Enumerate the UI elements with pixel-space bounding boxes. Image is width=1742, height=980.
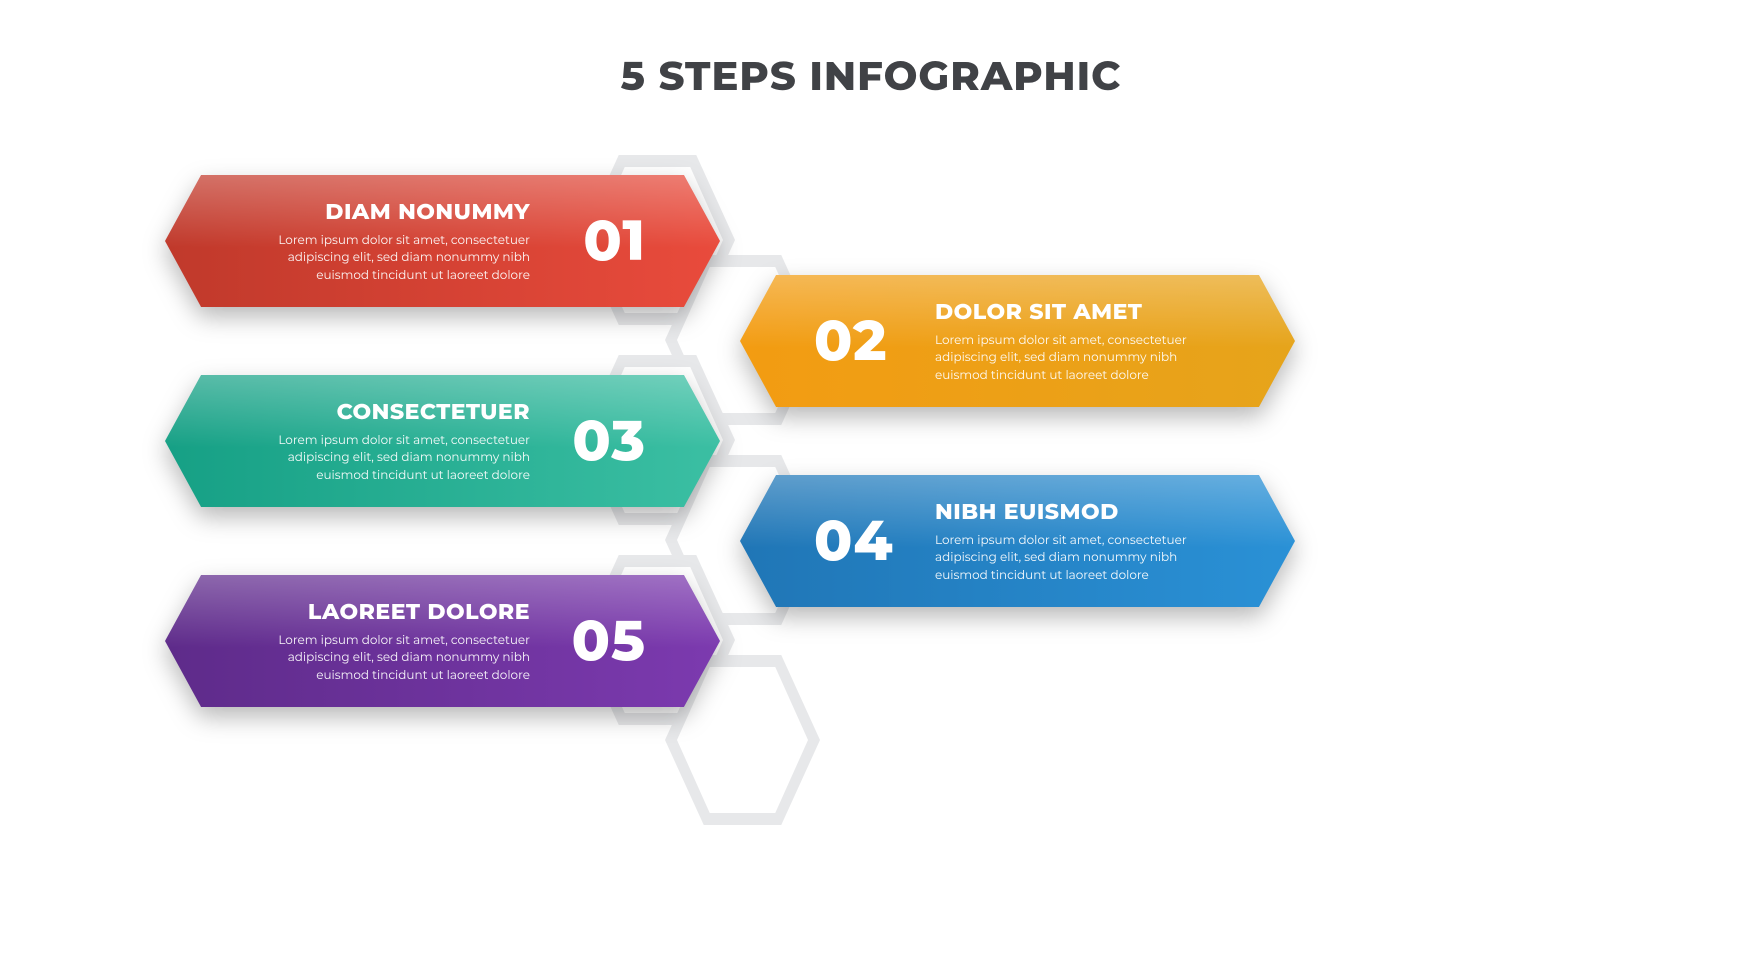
step-heading: CONSECTETUER [337,398,530,425]
step-01: DIAM NONUMMY Lorem ipsum dolor sit amet,… [165,175,720,307]
step-textbox: NIBH EUISMOD Lorem ipsum dolor sit amet,… [935,475,1225,607]
page-title: 5 STEPS INFOGRAPHIC [0,52,1742,101]
step-textbox: DOLOR SIT AMET Lorem ipsum dolor sit ame… [935,275,1225,407]
step-heading: DIAM NONUMMY [325,198,530,225]
step-textbox: DIAM NONUMMY Lorem ipsum dolor sit amet,… [235,175,530,307]
step-body: Lorem ipsum dolor sit amet, consectetuer… [935,532,1225,584]
step-05: LAOREET DOLORE Lorem ipsum dolor sit ame… [165,575,720,707]
step-04: 04 NIBH EUISMOD Lorem ipsum dolor sit am… [740,475,1295,607]
infographic-canvas: 5 STEPS INFOGRAPHIC DIAM NONUMMY Lorem i… [0,0,1742,980]
step-body: Lorem ipsum dolor sit amet, consectetuer… [235,432,530,484]
step-textbox: LAOREET DOLORE Lorem ipsum dolor sit ame… [235,575,530,707]
step-body: Lorem ipsum dolor sit amet, consectetuer… [935,332,1225,384]
step-body: Lorem ipsum dolor sit amet, consectetuer… [235,632,530,684]
step-textbox: CONSECTETUER Lorem ipsum dolor sit amet,… [235,375,530,507]
step-number: 01 [583,175,646,307]
step-heading: LAOREET DOLORE [308,598,530,625]
step-body: Lorem ipsum dolor sit amet, consectetuer… [235,232,530,284]
step-number: 02 [814,275,888,407]
step-03: CONSECTETUER Lorem ipsum dolor sit amet,… [165,375,720,507]
step-02: 02 DOLOR SIT AMET Lorem ipsum dolor sit … [740,275,1295,407]
step-number: 03 [572,375,646,507]
step-number: 04 [814,475,894,607]
step-number: 05 [572,575,646,707]
step-heading: NIBH EUISMOD [935,498,1119,525]
step-heading: DOLOR SIT AMET [935,298,1142,325]
